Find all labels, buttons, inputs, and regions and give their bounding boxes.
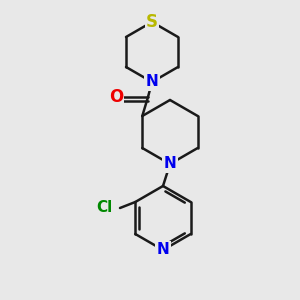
Text: Cl: Cl (96, 200, 112, 215)
Text: S: S (146, 13, 158, 31)
Text: N: N (146, 74, 158, 89)
Text: N: N (157, 242, 169, 257)
Text: O: O (109, 88, 123, 106)
Text: N: N (164, 157, 176, 172)
